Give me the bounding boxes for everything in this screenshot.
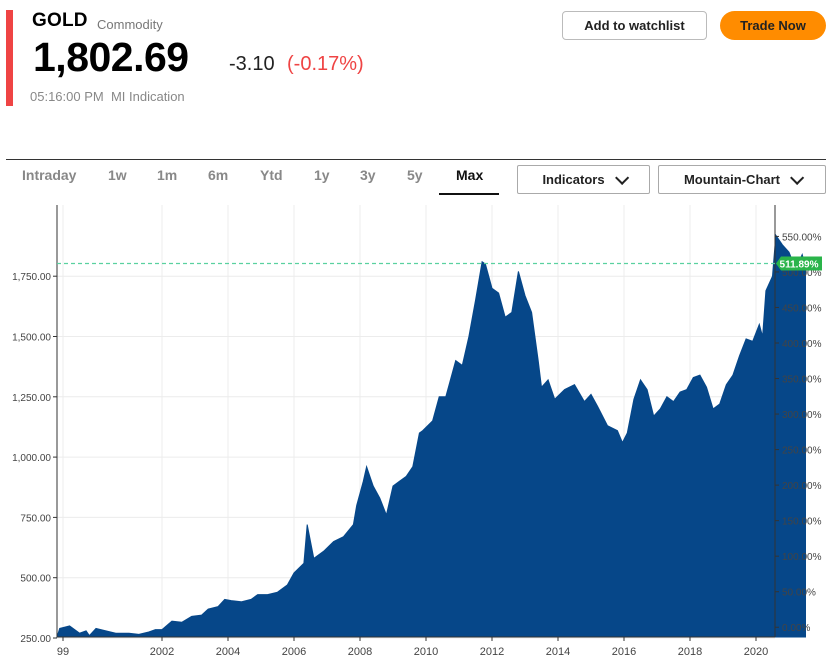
x-tick-label: 2008 (348, 646, 372, 658)
y2-tick-label: 100.00% (782, 552, 822, 563)
y-tick-label: 250.00 (20, 634, 51, 645)
x-tick-label: 2010 (414, 646, 438, 658)
y2-tick-label: 50.00% (782, 588, 816, 599)
tab-6m[interactable]: 6m (208, 167, 229, 183)
y-tick-label: 1,500.00 (12, 333, 51, 344)
y2-tick-label: 450.00% (782, 303, 822, 314)
asset-type-label: Commodity (97, 17, 163, 32)
chart-type-dropdown[interactable]: Mountain-Chart (658, 165, 826, 194)
y-tick-label: 1,750.00 (12, 272, 51, 283)
chart-type-label: Mountain-Chart (683, 172, 781, 187)
y-tick-label: 500.00 (20, 574, 51, 585)
y2-tick-label: 250.00% (782, 446, 822, 457)
quote-timestamp: 05:16:00 PM MI Indication (30, 89, 185, 104)
chevron-down-icon (614, 170, 629, 185)
symbol-title: GOLD (32, 10, 88, 31)
price-chart[interactable]: 250.00 500.00 750.00 1,000.00 1,250.00 1,500.… (0, 200, 831, 663)
y2-tick-label: 200.00% (782, 481, 822, 492)
x-tick-label: 2014 (546, 646, 570, 658)
tab-1y[interactable]: 1y (314, 167, 330, 183)
x-tick-label: 2018 (678, 646, 702, 658)
x-tick-label: 2006 (282, 646, 306, 658)
tab-5y[interactable]: 5y (407, 167, 423, 183)
x-tick-label: 2002 (150, 646, 174, 658)
tab-1m[interactable]: 1m (157, 167, 178, 183)
toolbar-divider (6, 159, 826, 160)
y2-tick-label: 400.00% (782, 339, 822, 350)
x-tick-label: 2012 (480, 646, 504, 658)
price-direction-bar (6, 10, 13, 106)
x-tick-label: 2004 (216, 646, 240, 658)
y2-tick-label: 500.00% (782, 268, 822, 279)
current-value-badge (776, 256, 822, 271)
indicators-dropdown[interactable]: Indicators (517, 165, 650, 194)
x-tick-label: 2016 (612, 646, 636, 658)
x-tick-label: 2020 (744, 646, 768, 658)
last-price: 1,802.69 (33, 34, 189, 80)
tab-1w[interactable]: 1w (108, 167, 127, 183)
y-tick-label: 1,250.00 (12, 393, 51, 404)
current-value-label: 511.89% (780, 259, 819, 270)
y2-tick-label: 0.00% (782, 623, 810, 634)
tab-ytd[interactable]: Ytd (260, 167, 283, 183)
y2-tick-label: 550.00% (782, 232, 822, 243)
y2-tick-label: 150.00% (782, 517, 822, 528)
price-area (56, 233, 806, 638)
y-tick-label: 1,000.00 (12, 453, 51, 464)
add-to-watchlist-button[interactable]: Add to watchlist (562, 11, 707, 40)
x-tick-label: 99 (57, 646, 69, 658)
tab-intraday[interactable]: Intraday (22, 167, 77, 183)
quote-type: MI Indication (110, 89, 185, 104)
active-tab-indicator (439, 193, 499, 195)
price-change: -3.10 (229, 53, 275, 75)
tab-3y[interactable]: 3y (360, 167, 376, 183)
y-tick-label: 750.00 (20, 513, 51, 524)
quote-time: 05:16:00 PM (30, 89, 104, 104)
trade-now-button[interactable]: Trade Now (720, 11, 826, 40)
y2-tick-label: 350.00% (782, 375, 822, 386)
tab-max[interactable]: Max (456, 167, 484, 183)
indicators-label: Indicators (542, 172, 605, 187)
price-change-percent: (-0.17%) (287, 53, 364, 75)
y2-tick-label: 300.00% (782, 410, 822, 421)
chevron-down-icon (790, 170, 805, 185)
